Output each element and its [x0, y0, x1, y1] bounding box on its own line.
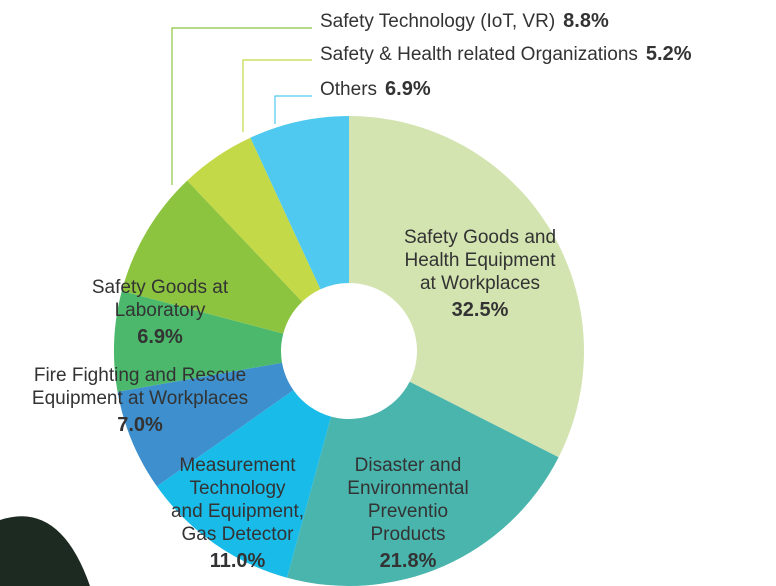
segment-label: Measurement Technology and Equipment, Ga…	[155, 454, 320, 573]
value-label: 5.2%	[646, 43, 692, 65]
value-label: 11.0%	[155, 550, 320, 573]
segment-label: Safety Goods at Laboratory 6.9%	[60, 276, 260, 349]
category-name: Safety Goods and Health Equipment at Wor…	[404, 227, 556, 294]
segment-label: Disaster and Environmental Preventio Pro…	[328, 454, 488, 573]
category-name: Fire Fighting and Rescue Equipment at Wo…	[32, 365, 248, 409]
value-label: 6.9%	[60, 326, 260, 349]
category-name: Safety Technology (IoT, VR)	[320, 11, 555, 32]
background-corner	[0, 516, 90, 586]
category-name: Measurement Technology and Equipment, Ga…	[171, 455, 304, 545]
segment-label: Safety & Health related Organizations 5.2…	[320, 43, 692, 66]
value-label: 8.8%	[563, 10, 609, 32]
leader-line	[275, 96, 312, 124]
value-label: 7.0%	[0, 414, 280, 437]
category-name: Disaster and Environmental Preventio Pro…	[347, 455, 468, 545]
value-label: 21.8%	[328, 550, 488, 573]
segment-label: Fire Fighting and Rescue Equipment at Wo…	[0, 364, 280, 437]
category-name: Safety & Health related Organizations	[320, 44, 638, 65]
category-name: Others	[320, 79, 377, 100]
segment-label: Safety Goods and Health Equipment at Wor…	[380, 226, 580, 322]
segment-label: Safety Technology (IoT, VR) 8.8%	[320, 10, 609, 33]
page: {"chart_data": {"type": "pie", "categori…	[0, 0, 776, 586]
value-label: 32.5%	[380, 299, 580, 322]
segment-label: Others 6.9%	[320, 78, 431, 101]
category-name: Safety Goods at Laboratory	[92, 277, 228, 321]
value-label: 6.9%	[385, 78, 431, 100]
